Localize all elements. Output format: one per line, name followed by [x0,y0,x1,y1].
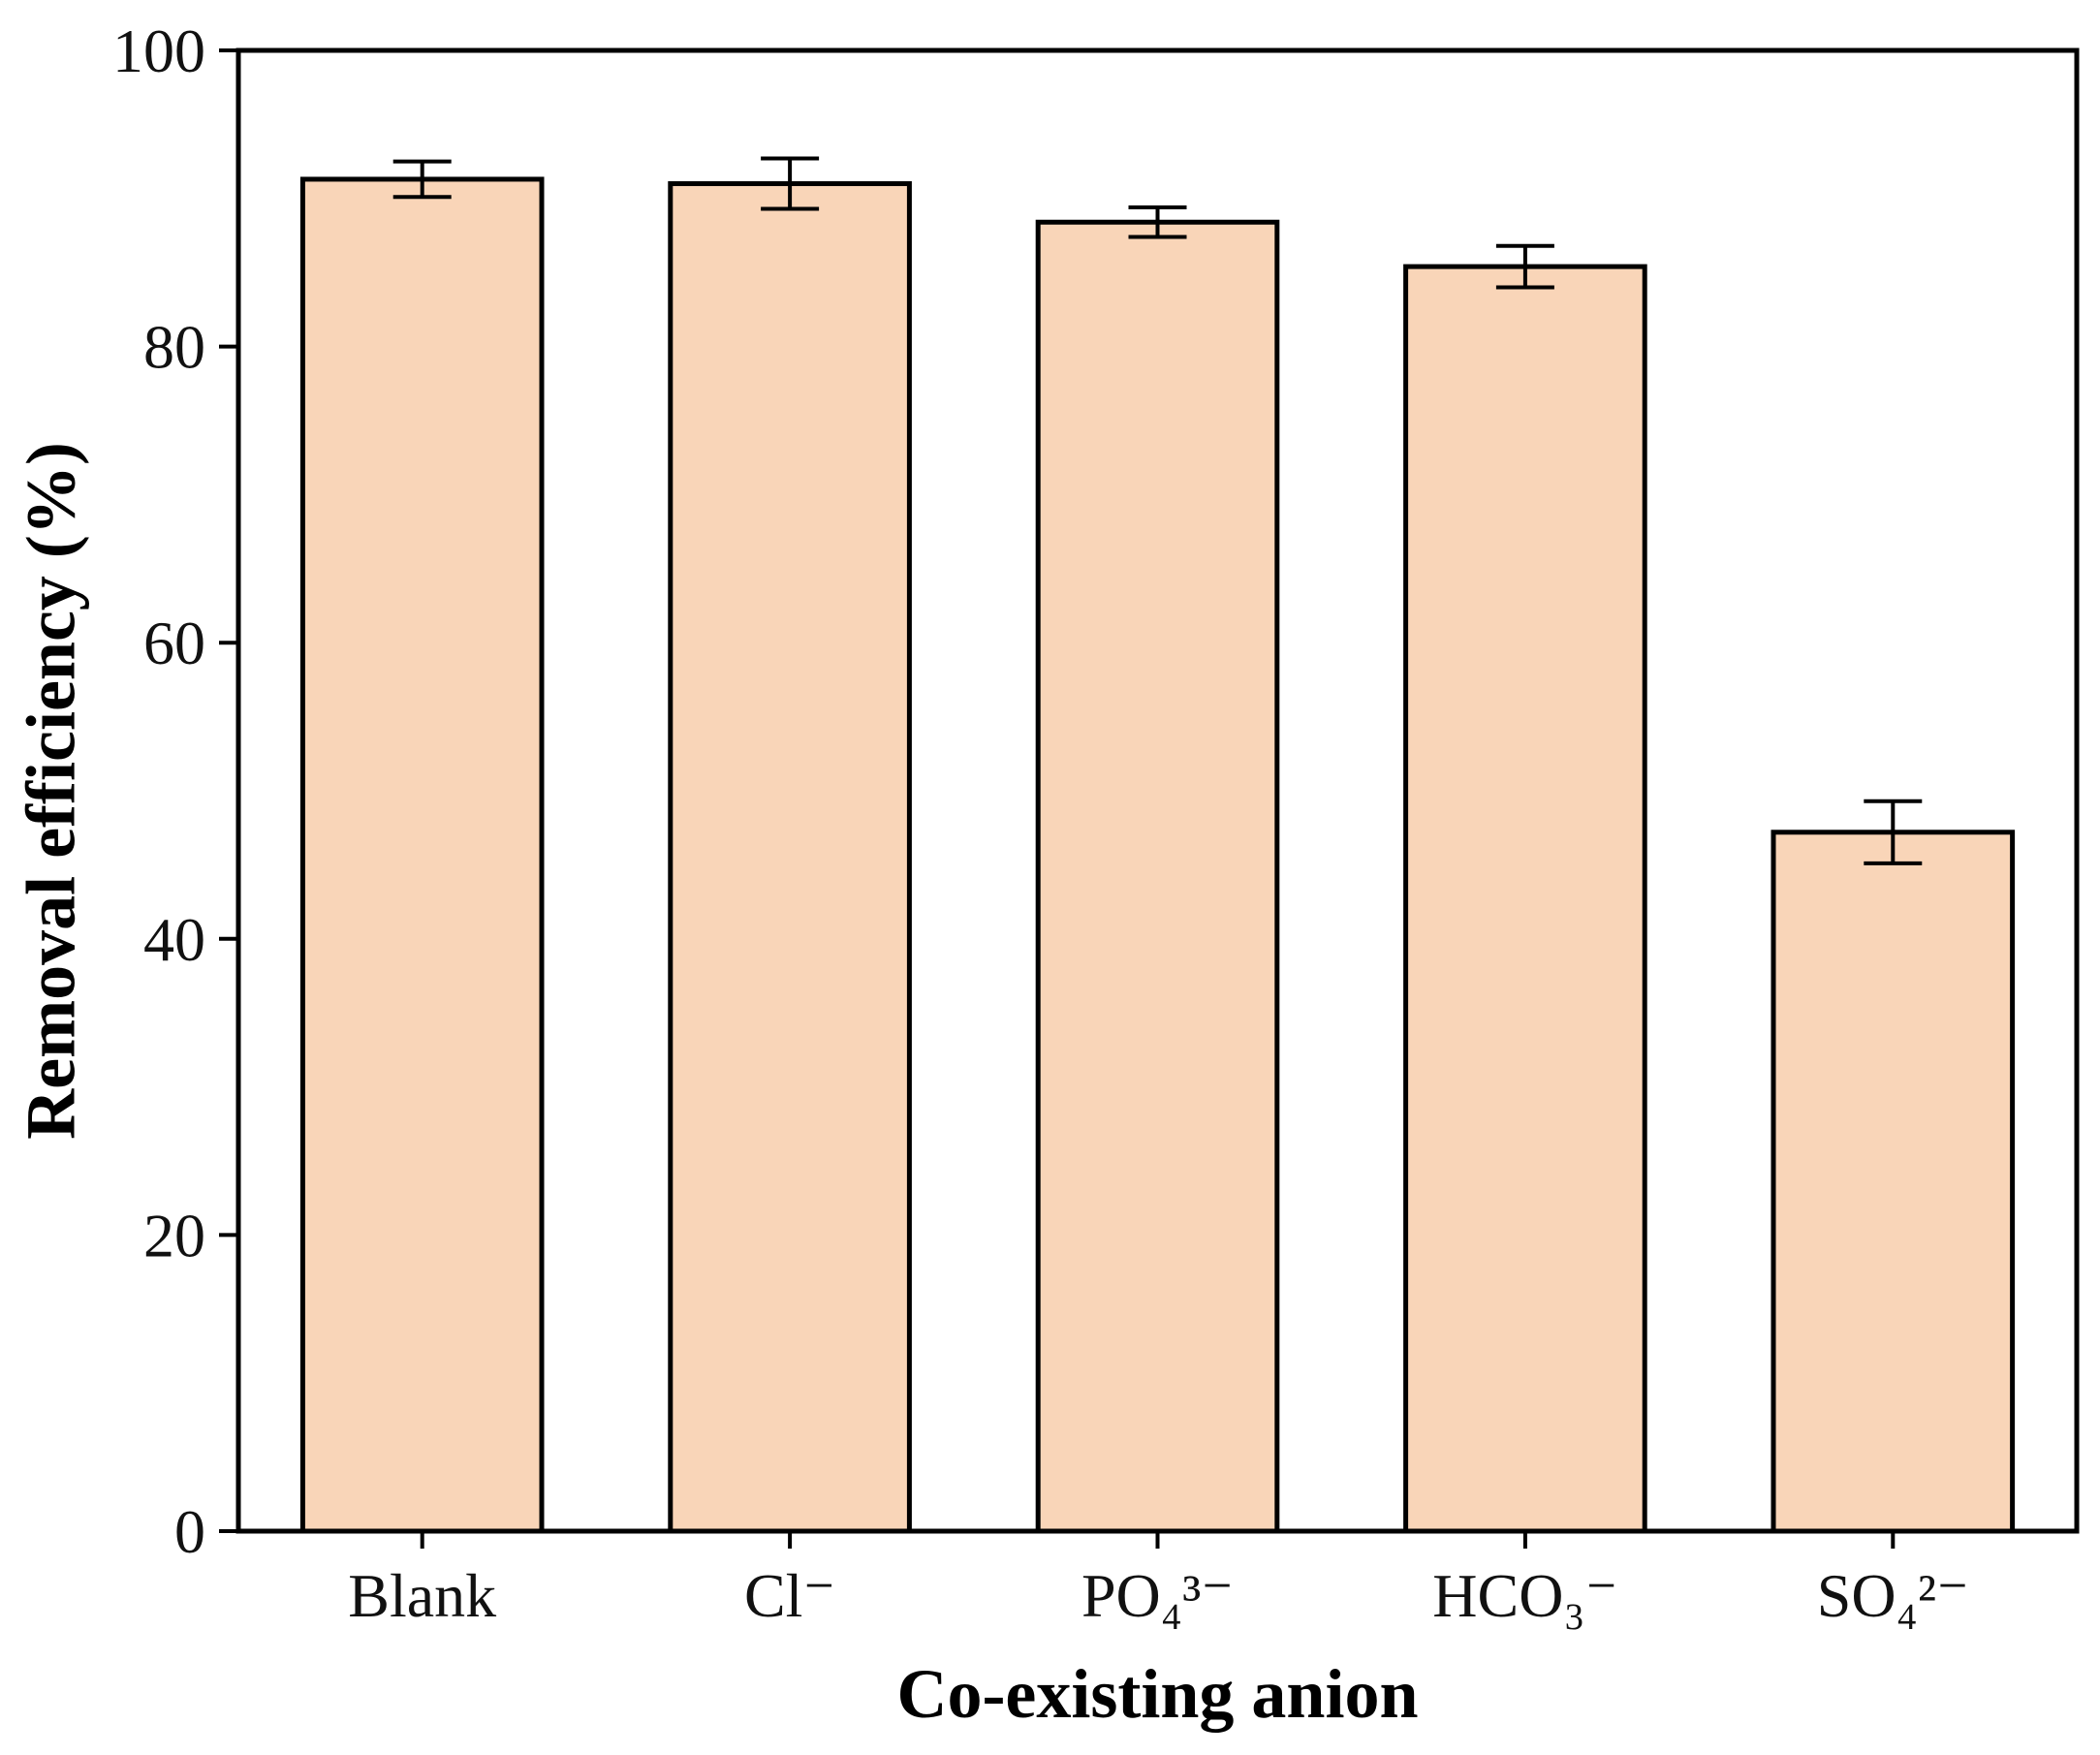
x-tick-label-1: Cl⁻ [744,1561,835,1630]
x-tick-label-3: HCO₃⁻ [1432,1561,1617,1630]
error-bars-layer [392,156,1923,865]
bar-0 [299,176,545,1534]
y-axis-ticks: 0 20 40 60 80 100 [112,16,238,1566]
y-axis-title: Removal efficiency (%) [13,442,90,1140]
error-bar-2 [1128,204,1187,239]
x-tick-label-4: SO₄²⁻ [1817,1561,1969,1630]
y-tick-label-3: 60 [143,609,205,677]
x-axis-categories: Blank Cl⁻ PO₄³⁻ HCO₃⁻ SO₄²⁻ [348,1531,1969,1630]
x-axis-title: Co-existing anion [896,1655,1418,1733]
error-bar-1 [761,156,820,211]
y-tick-label-0: 0 [174,1497,205,1566]
error-bar-4 [1864,799,1923,865]
error-bar-3 [1495,243,1554,290]
y-tick-label-5: 100 [112,16,205,85]
bar-2 [1035,219,1280,1534]
y-tick-label-1: 20 [143,1201,205,1269]
y-tick-label-2: 40 [143,905,205,974]
bar-3 [1403,264,1647,1534]
error-bar-0 [392,159,452,200]
bars-layer [299,176,2016,1534]
x-tick-label-0: Blank [348,1561,496,1630]
bar-4 [1771,830,2016,1534]
bar-1 [668,181,912,1534]
x-tick-label-2: PO₄³⁻ [1081,1561,1234,1630]
y-tick-label-4: 80 [143,313,205,382]
